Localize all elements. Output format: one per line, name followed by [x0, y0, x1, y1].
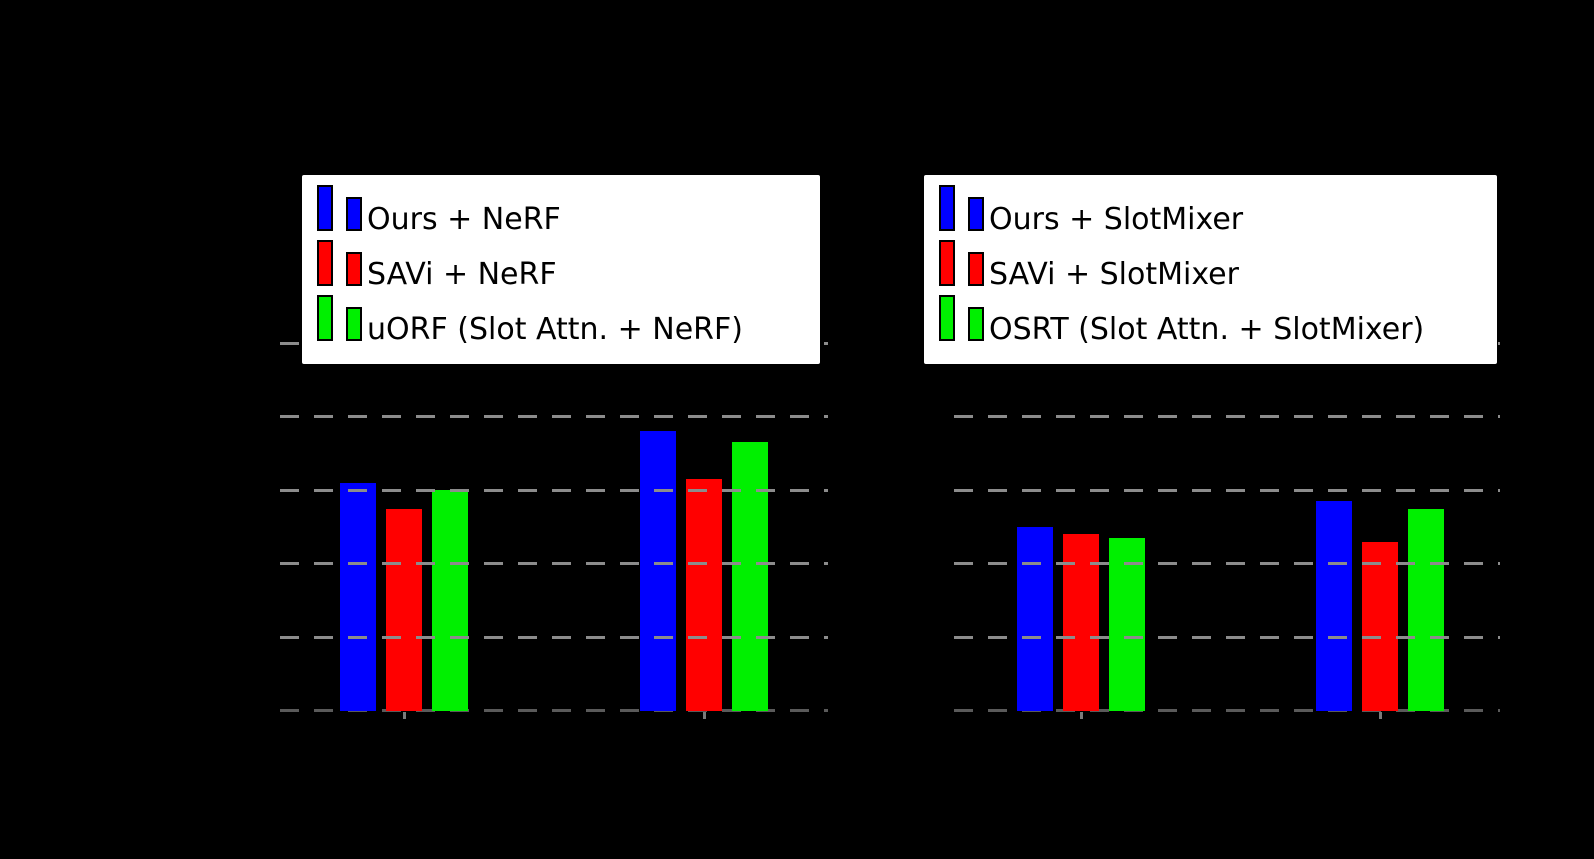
bar-left-group2-series2: [686, 479, 722, 711]
bar-right-group2-series3: [1408, 509, 1444, 711]
gridline: [280, 415, 828, 418]
legend-bar-swatch-icon: [346, 252, 362, 286]
bar-left-group1-series3: [432, 490, 468, 711]
legend-left: Ours + NeRF SAVi + NeRF uORF (Slot Attn. +…: [302, 175, 820, 364]
legend-bar-swatch-icon: [968, 307, 984, 341]
bar-right-group2-series1: [1316, 501, 1352, 711]
x-tick-group1: [402, 712, 406, 719]
legend-entry: OSRT (Slot Attn. + SlotMixer): [939, 295, 1497, 346]
legend-bar-swatch-icon: [317, 185, 333, 231]
bar-right-group2-series2: [1362, 542, 1398, 711]
gridline: [280, 562, 828, 565]
legend-bar-swatch-icon: [968, 252, 984, 286]
legend-label: SAVi + SlotMixer: [989, 257, 1239, 292]
gridline: [280, 489, 828, 492]
legend-right: Ours + SlotMixer SAVi + SlotMixer OSRT (Sl…: [924, 175, 1497, 364]
bar-right-group1-series3: [1109, 538, 1145, 711]
legend-bar-swatch-icon: [346, 197, 362, 231]
x-tick-group2: [702, 712, 706, 719]
bar-left-group2-series3: [732, 442, 768, 711]
gridline: [954, 415, 1500, 418]
gridline: [954, 636, 1500, 639]
legend-label: OSRT (Slot Attn. + SlotMixer): [989, 312, 1425, 347]
legend-bar-swatch-icon: [346, 307, 362, 341]
gridline: [280, 636, 828, 639]
legend-bar-swatch-icon: [968, 197, 984, 231]
legend-entry: Ours + NeRF: [317, 185, 820, 236]
x-tick-group1: [1079, 712, 1083, 719]
legend-label: SAVi + NeRF: [367, 257, 557, 292]
bar-right-group1-series2: [1063, 534, 1099, 711]
bar-left-group2-series1: [640, 431, 676, 711]
legend-entry: Ours + SlotMixer: [939, 185, 1497, 236]
bar-left-group1-series1: [340, 483, 376, 711]
legend-bar-swatch-icon: [317, 240, 333, 286]
x-axis-baseline: [280, 709, 828, 712]
gridline: [954, 562, 1500, 565]
gridline: [954, 489, 1500, 492]
legend-bar-swatch-icon: [317, 295, 333, 341]
legend-entry: SAVi + NeRF: [317, 240, 820, 291]
legend-entry: SAVi + SlotMixer: [939, 240, 1497, 291]
legend-bar-swatch-icon: [939, 295, 955, 341]
x-axis-baseline: [954, 709, 1500, 712]
bar-left-group1-series2: [386, 509, 422, 711]
legend-bar-swatch-icon: [939, 185, 955, 231]
legend-label: uORF (Slot Attn. + NeRF): [367, 312, 743, 347]
legend-entry: uORF (Slot Attn. + NeRF): [317, 295, 820, 346]
legend-bar-swatch-icon: [939, 240, 955, 286]
legend-label: Ours + SlotMixer: [989, 202, 1244, 237]
legend-label: Ours + NeRF: [367, 202, 561, 237]
bar-right-group1-series1: [1017, 527, 1053, 711]
x-tick-group2: [1378, 712, 1382, 719]
